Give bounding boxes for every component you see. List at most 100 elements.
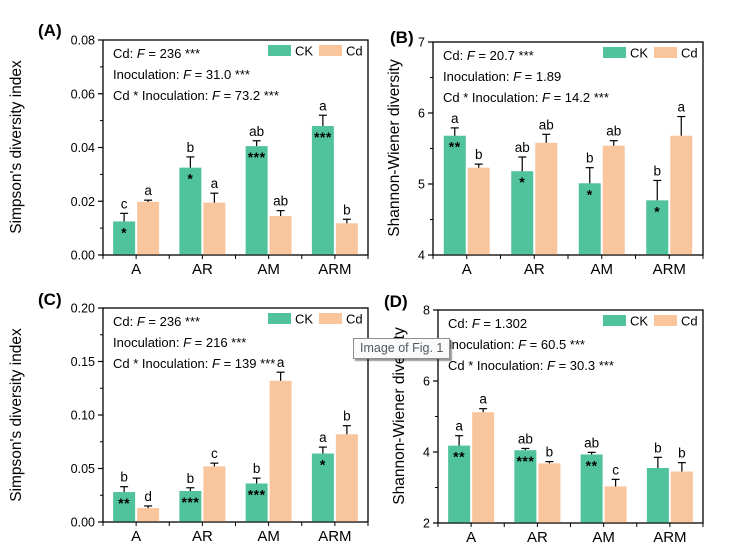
bar-cd-a: [472, 412, 495, 523]
y-tick-label: 0.05: [71, 462, 95, 476]
legend-cd-label: Cd: [346, 44, 363, 59]
y-tick-label: 7: [418, 36, 425, 50]
x-category-label: A: [131, 261, 141, 278]
legend-ck-swatch: [603, 47, 626, 58]
x-category-label: ARM: [318, 528, 351, 545]
bar-cd-am: [602, 145, 625, 255]
y-axis-title: Simpson's diversity index: [8, 60, 25, 234]
y-tick-label: 0.10: [71, 409, 95, 423]
sig-letter: ab: [273, 194, 288, 209]
bar-ck-ar: [511, 171, 534, 255]
y-tick-label: 0.02: [71, 195, 95, 209]
y-axis-title: Shannon-Wiener diversity: [386, 59, 403, 237]
sig-stars: ***: [248, 486, 266, 502]
legend-ck-label: CK: [630, 314, 648, 329]
sig-letter: a: [455, 419, 463, 434]
bar-cd-ar: [203, 202, 226, 255]
legend-ck-label: CK: [630, 46, 648, 61]
sig-letter: b: [187, 140, 195, 155]
sig-stars: *: [187, 171, 193, 187]
sig-stars: **: [118, 495, 130, 511]
bar-ck-ar: [179, 167, 202, 255]
legend-ck-swatch: [268, 45, 291, 56]
bar-ck-a: [443, 135, 466, 255]
y-tick-label: 0.15: [71, 355, 95, 369]
sig-letter: b: [654, 440, 662, 455]
sig-letter: b: [586, 151, 594, 166]
sig-stars: **: [449, 139, 461, 155]
y-tick-label: 8: [423, 304, 430, 318]
sig-letter: b: [653, 163, 661, 178]
stats-line: Cd: F = 1.302: [448, 316, 527, 331]
image-tooltip-text: Image of Fig. 1: [360, 341, 444, 355]
sig-stars: *: [587, 186, 593, 202]
bar-ck-arm: [646, 200, 669, 255]
bar-cd-ar: [538, 463, 561, 523]
y-axis-title: Shannon-Wiener diversity: [391, 327, 408, 505]
sig-stars: *: [121, 224, 127, 240]
sig-letter: a: [319, 98, 327, 113]
bar-ck-arm: [646, 467, 669, 523]
bar-cd-am: [269, 216, 292, 255]
stats-line: Cd * Inoculation: F = 14.2 ***: [443, 90, 609, 105]
x-category-label: ARM: [653, 529, 686, 546]
legend-ck-label: CK: [295, 312, 313, 327]
x-category-label: A: [462, 261, 472, 278]
legend-cd-swatch: [654, 315, 677, 326]
panel-label: (D): [384, 292, 408, 311]
sig-letter: b: [120, 470, 128, 485]
stats-line: Cd * Inoculation: F = 73.2 ***: [113, 88, 279, 103]
panel-c: 0.00 0.05 0.10 0.15 0.20 A AR AM ARM b ** b *** b *** a…: [8, 290, 369, 545]
legend-cd-swatch: [319, 313, 342, 324]
bar-cd-arm: [335, 223, 358, 255]
legend-cd-label: Cd: [681, 314, 698, 329]
stats-line: Inoculation: F = 31.0 ***: [113, 67, 250, 82]
y-tick-label: 0.06: [71, 87, 95, 101]
bar-cd-a: [467, 167, 490, 255]
sig-letter: c: [612, 462, 619, 477]
sig-stars: **: [453, 449, 465, 465]
x-category-label: AM: [592, 529, 615, 546]
stats-line: Inoculation: F = 60.5 ***: [448, 337, 585, 352]
stats-line: Inoculation: F = 216 ***: [113, 335, 246, 350]
sig-letter: b: [546, 445, 554, 460]
sig-letter: b: [678, 446, 686, 461]
bar-ck-a: [113, 221, 136, 255]
bar-ck-am: [245, 483, 268, 522]
sig-letter: b: [187, 471, 195, 486]
y-tick-label: 4: [423, 446, 430, 460]
bar-ck-ar: [514, 450, 537, 523]
sig-letter: b: [475, 147, 483, 162]
legend-cd-label: Cd: [346, 312, 363, 327]
bar-cd-arm: [335, 434, 358, 522]
bar-cd-a: [137, 508, 160, 522]
panel-a: 0.000.020.040.060.08A AR AM ARMc*b*ab***a**…: [8, 21, 369, 278]
x-category-label: AM: [257, 261, 280, 278]
sig-letter: a: [479, 392, 487, 407]
sig-stars: **: [586, 457, 598, 473]
stats-line: Cd: F = 236 ***: [113, 46, 200, 61]
stats-line: Cd * Inoculation: F = 139 ***: [113, 356, 275, 371]
y-tick-label: 0.20: [71, 302, 95, 316]
bar-ck-arm: [311, 453, 334, 522]
x-category-label: ARM: [318, 261, 351, 278]
bar-ck-am: [580, 454, 603, 523]
x-category-label: ARM: [653, 261, 686, 278]
x-category-label: AM: [257, 528, 280, 545]
bar-cd-am: [604, 486, 627, 523]
panel-label: (C): [38, 290, 62, 309]
sig-letter: d: [144, 489, 152, 504]
sig-letter: b: [343, 409, 351, 424]
sig-stars: ***: [314, 129, 332, 145]
stats-line: Cd * Inoculation: F = 30.3 ***: [448, 358, 614, 373]
sig-letter: a: [144, 183, 152, 198]
image-tooltip: Image of Fig. 1: [353, 338, 451, 359]
legend-cd-swatch: [654, 47, 677, 58]
x-category-label: AR: [527, 529, 548, 546]
legend-cd-swatch: [319, 45, 342, 56]
sig-letter: a: [211, 176, 219, 191]
